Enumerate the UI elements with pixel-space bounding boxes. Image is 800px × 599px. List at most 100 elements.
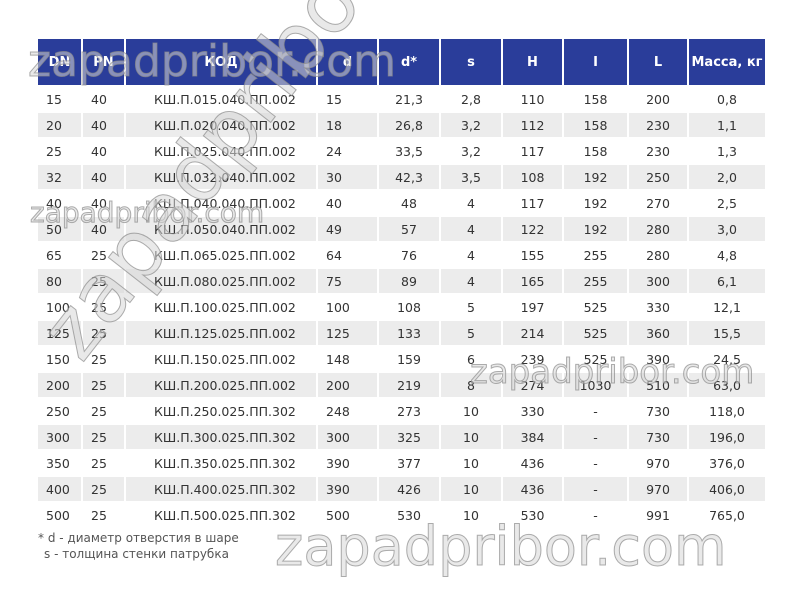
table-row: 100 25 КШ.П.100.025.ПП.002 100 108 5 197 525 330…	[38, 295, 765, 319]
table-cell: 25	[91, 351, 107, 367]
table-cell: 214	[503, 321, 562, 345]
table-cell: 390	[646, 351, 670, 367]
table-cell: КШ.П.500.025.ПП.302	[154, 507, 296, 523]
table-cell: 159	[397, 351, 421, 367]
table-cell: 158	[583, 143, 608, 159]
table-cell: 24,5	[713, 351, 741, 367]
table-cell: 10	[463, 455, 479, 471]
table-cell: 273	[397, 403, 421, 419]
table-cell: -	[564, 425, 627, 449]
table-cell: 4	[467, 247, 475, 263]
table-cell: КШ.П.025.040.ПП.002	[154, 143, 296, 159]
table-cell: 25	[91, 299, 107, 315]
table-cell: 25	[83, 373, 124, 397]
table-cell: 270	[646, 195, 670, 211]
table-cell: 10	[463, 403, 479, 419]
table-cell: 248	[326, 403, 350, 419]
column-header: d*	[379, 39, 439, 85]
table-row: 40 40 КШ.П.040.040.ПП.002 40 48 4 117 192 270 2,5	[38, 191, 765, 215]
table-cell: 3,0	[689, 217, 765, 241]
table-cell: 200	[646, 91, 670, 107]
table-cell: 250	[629, 165, 687, 189]
table-row: 20 40 КШ.П.020.040.ПП.002 18 26,8 3,2 112 158 23…	[38, 113, 765, 137]
table-row: 350 25 КШ.П.350.025.ПП.302 390 377 10 436 - 970 3…	[38, 451, 765, 475]
table-cell: 89	[379, 269, 439, 293]
table-cell: 15,5	[689, 321, 765, 345]
table-cell: 4	[467, 195, 475, 211]
table-row: 200 25 КШ.П.200.025.ПП.002 200 219 8 274 1030 51…	[38, 373, 765, 397]
table-cell: 10	[463, 507, 479, 523]
table-cell: 530	[520, 507, 545, 523]
table-cell: 2,5	[717, 195, 737, 211]
table-cell: КШ.П.020.040.ПП.002	[126, 113, 316, 137]
table-cell: 10	[441, 425, 501, 449]
table-cell: 274	[503, 373, 562, 397]
table-cell: 26,8	[379, 113, 439, 137]
table-cell: 4	[441, 217, 501, 241]
table-cell: 108	[397, 299, 421, 315]
table-cell: 158	[564, 113, 627, 137]
table-cell: 2,0	[689, 165, 765, 189]
table-cell: 25	[83, 269, 124, 293]
table-cell: КШ.П.040.040.ПП.002	[154, 195, 296, 211]
table-cell: 192	[564, 217, 627, 241]
table-cell: 110	[520, 91, 545, 107]
column-header: КОД	[126, 39, 316, 85]
table-cell: 63,0	[689, 373, 765, 397]
table-cell: 436	[503, 477, 562, 501]
table-row: 32 40 КШ.П.032.040.ПП.002 30 42,3 3,5 108 192 25…	[38, 165, 765, 189]
table-cell: 25	[83, 425, 124, 449]
table-cell: 192	[583, 195, 608, 211]
footnote-d: * d - диаметр отверстия в шаре	[38, 531, 239, 545]
table-cell: 57	[379, 217, 439, 241]
table-cell: 360	[629, 321, 687, 345]
table-cell: 25	[83, 477, 124, 501]
table-cell: 40	[83, 165, 124, 189]
table-cell: 40	[91, 143, 107, 159]
table-cell: 25	[91, 455, 107, 471]
table-cell: 500	[46, 507, 70, 523]
table-cell: 525	[583, 351, 608, 367]
table-cell: 158	[583, 91, 608, 107]
table-cell: КШ.П.150.025.ПП.002	[154, 351, 296, 367]
header-row: DN PN КОД d d* s H I L Масса, кг	[38, 39, 765, 85]
table-cell: 49	[318, 217, 377, 241]
table-cell: 384	[503, 425, 562, 449]
table-cell: 255	[583, 247, 608, 263]
table-cell: 390	[318, 477, 377, 501]
table-cell: 500	[326, 507, 350, 523]
table-cell: 300	[38, 425, 81, 449]
table-cell: 40	[83, 113, 124, 137]
table-cell: 280	[646, 247, 670, 263]
footnote-s: s - толщина стенки патрубка	[44, 547, 229, 561]
table-cell: 730	[646, 403, 670, 419]
table-cell: 65	[46, 247, 62, 263]
table-cell: 42,3	[379, 165, 439, 189]
table-cell: 100	[46, 299, 70, 315]
table-cell: 376,0	[709, 455, 745, 471]
table-cell: 530	[397, 507, 421, 523]
table-cell: КШ.П.032.040.ПП.002	[126, 165, 316, 189]
table-cell: 426	[379, 477, 439, 501]
table-cell: 3,5	[441, 165, 501, 189]
table-cell: 25	[91, 403, 107, 419]
table-cell: 125	[318, 321, 377, 345]
table-cell: 76	[401, 247, 417, 263]
table-cell: 125	[38, 321, 81, 345]
table-cell: КШ.П.080.025.ПП.002	[126, 269, 316, 293]
table-cell: 196,0	[689, 425, 765, 449]
table-cell: 30	[318, 165, 377, 189]
table-cell: 133	[379, 321, 439, 345]
table-cell: 21,3	[395, 91, 423, 107]
table-cell: -	[593, 507, 598, 523]
table-row: 500 25 КШ.П.500.025.ПП.302 500 530 10 530 - 991 7…	[38, 503, 765, 527]
table-cell: 2,8	[461, 91, 481, 107]
table-cell: 525	[583, 299, 608, 315]
column-header: L	[629, 39, 687, 85]
table-cell: 200	[318, 373, 377, 397]
table-cell: 4	[441, 269, 501, 293]
table-cell: КШ.П.065.025.ПП.002	[154, 247, 296, 263]
table-cell: 377	[397, 455, 421, 471]
table-cell: 118,0	[709, 403, 745, 419]
table-cell: 25	[91, 507, 107, 523]
